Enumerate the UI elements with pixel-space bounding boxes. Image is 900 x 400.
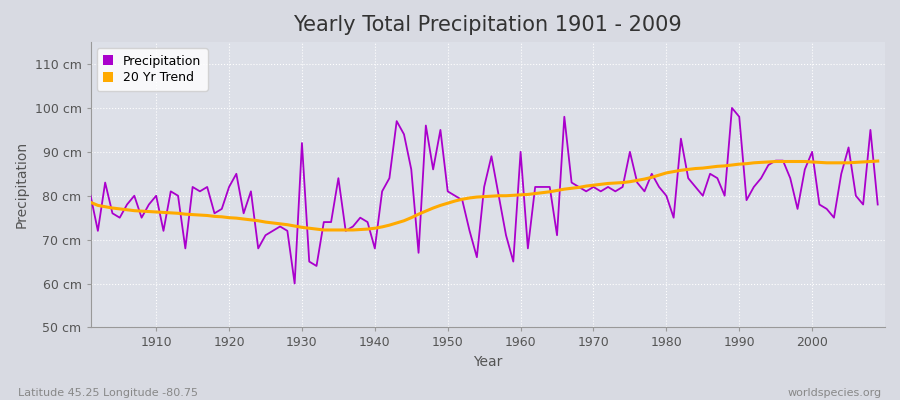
- 20 Yr Trend: [86, 200, 96, 205]
- Precipitation: [515, 150, 526, 154]
- Line: 20 Yr Trend: 20 Yr Trend: [91, 161, 878, 230]
- Legend: Precipitation, 20 Yr Trend: Precipitation, 20 Yr Trend: [97, 48, 208, 91]
- 20 Yr Trend: [319, 228, 329, 232]
- 20 Yr Trend: [143, 209, 154, 214]
- Title: Yearly Total Precipitation 1901 - 2009: Yearly Total Precipitation 1901 - 2009: [293, 15, 682, 35]
- Precipitation: [86, 193, 96, 198]
- 20 Yr Trend: [523, 192, 534, 197]
- Precipitation: [523, 246, 534, 251]
- Precipitation: [311, 264, 322, 268]
- Precipitation: [289, 281, 300, 286]
- 20 Yr Trend: [355, 227, 365, 232]
- Y-axis label: Precipitation: Precipitation: [15, 141, 29, 228]
- X-axis label: Year: Year: [473, 355, 502, 369]
- 20 Yr Trend: [872, 159, 883, 164]
- Precipitation: [355, 215, 365, 220]
- Text: Latitude 45.25 Longitude -80.75: Latitude 45.25 Longitude -80.75: [18, 388, 198, 398]
- Line: Precipitation: Precipitation: [91, 108, 878, 284]
- Precipitation: [872, 202, 883, 207]
- 20 Yr Trend: [515, 192, 526, 197]
- Precipitation: [143, 202, 154, 207]
- 20 Yr Trend: [610, 181, 621, 186]
- Precipitation: [726, 106, 737, 110]
- 20 Yr Trend: [304, 226, 315, 231]
- Text: worldspecies.org: worldspecies.org: [788, 388, 882, 398]
- Precipitation: [610, 189, 621, 194]
